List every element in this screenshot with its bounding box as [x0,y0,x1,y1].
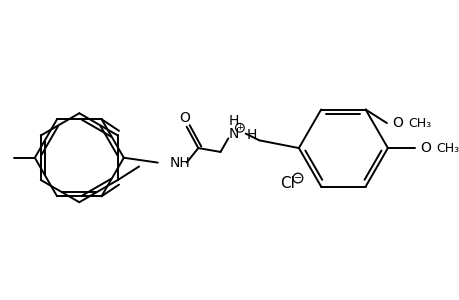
Text: O: O [179,111,190,125]
Text: +: + [236,123,243,132]
Text: O: O [391,116,402,130]
Text: CH₃: CH₃ [407,117,431,130]
Text: NH: NH [169,156,190,170]
Text: N: N [229,127,239,141]
Text: H: H [229,114,239,128]
Text: −: − [293,173,301,183]
Text: H: H [246,128,256,142]
Text: Cl: Cl [280,176,295,191]
Text: O: O [419,141,430,155]
Text: CH₃: CH₃ [435,142,459,154]
